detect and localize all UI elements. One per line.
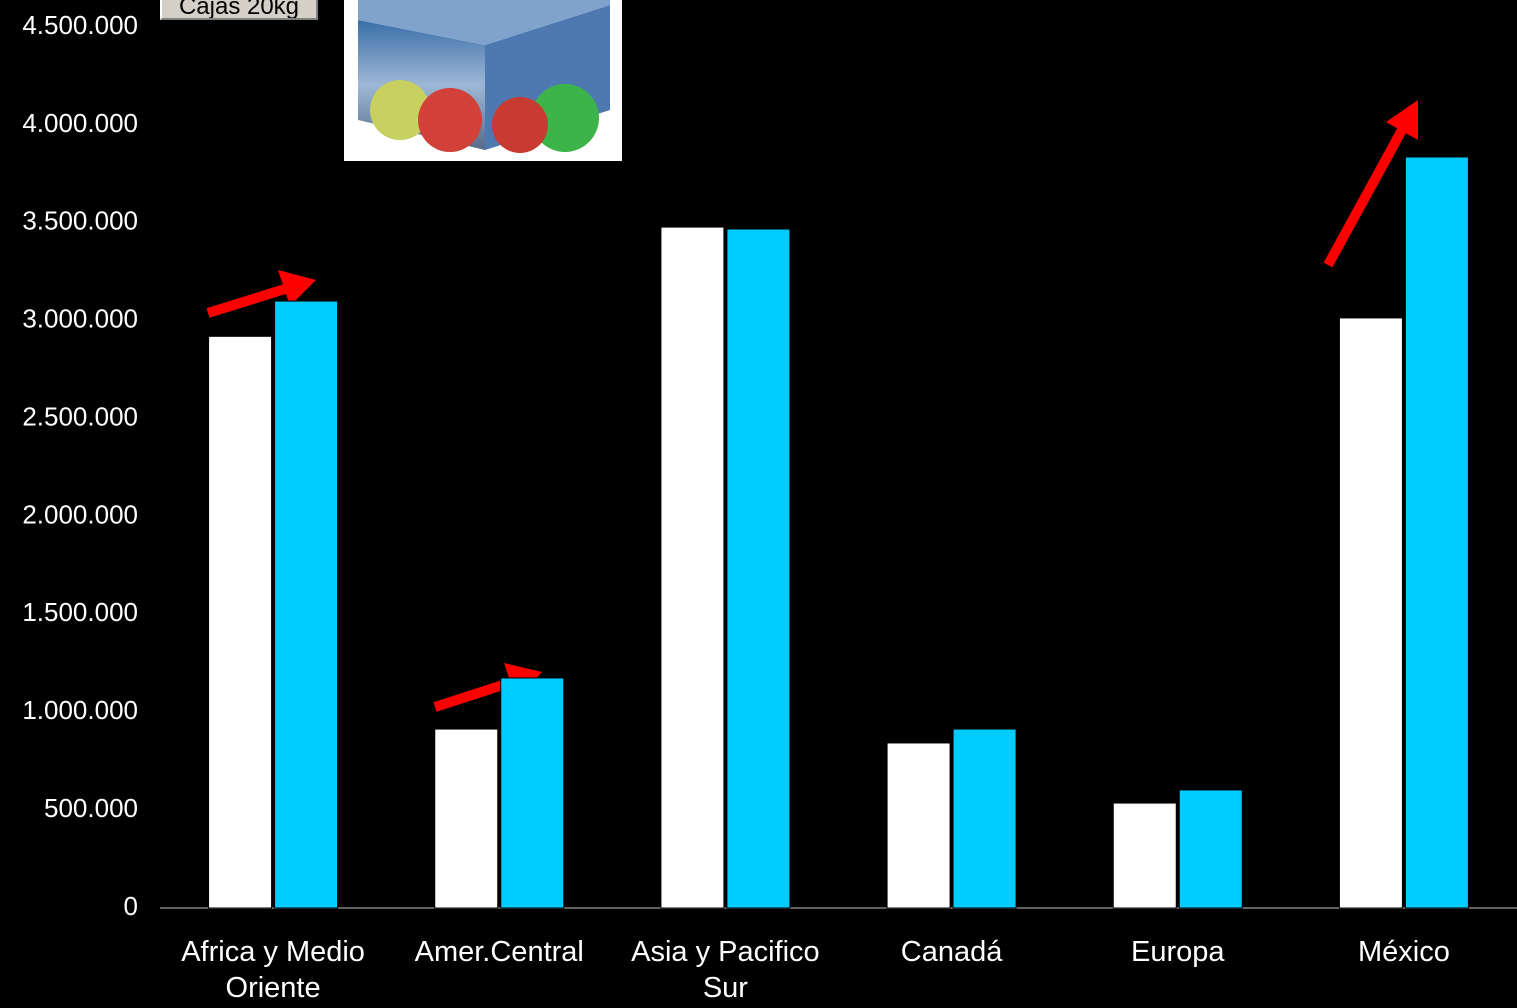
bar xyxy=(208,335,273,909)
product-image xyxy=(344,0,622,161)
y-tick-label: 1.500.000 xyxy=(22,597,138,627)
bar xyxy=(1404,156,1469,909)
bar xyxy=(1112,802,1177,909)
x-tick-label: Africa y Medio Oriente xyxy=(181,936,365,1004)
bar xyxy=(660,226,725,909)
bar xyxy=(274,300,339,909)
y-tick-label: 3.500.000 xyxy=(22,206,138,236)
y-tick-label: 4.000.000 xyxy=(22,108,138,138)
bar xyxy=(1338,317,1403,909)
x-tick-label: Asia y Pacifico Sur xyxy=(631,936,820,1004)
annotation: Cajas 20kg xyxy=(160,0,318,20)
y-tick-label: 2.000.000 xyxy=(22,499,138,529)
bar xyxy=(434,728,499,909)
y-tick-label: 3.000.000 xyxy=(22,304,138,334)
bar xyxy=(500,677,565,909)
trend-arrows xyxy=(206,100,1418,712)
x-tick-label: Europa xyxy=(1130,936,1225,968)
y-tick-label: 1.000.000 xyxy=(22,695,138,725)
x-tick-label: Amer.Central xyxy=(414,936,584,968)
bar xyxy=(726,228,791,909)
y-tick-label: 0 xyxy=(124,891,138,921)
bar xyxy=(952,728,1017,909)
y-tick-label: 500.000 xyxy=(44,793,138,823)
x-tick-label: México xyxy=(1357,936,1450,968)
y-tick-label: 4.500.000 xyxy=(22,10,138,40)
bar xyxy=(1178,789,1243,909)
y-tick-label: 2.500.000 xyxy=(22,401,138,431)
x-tick-label: Canadá xyxy=(900,936,1003,968)
bar xyxy=(886,742,951,909)
